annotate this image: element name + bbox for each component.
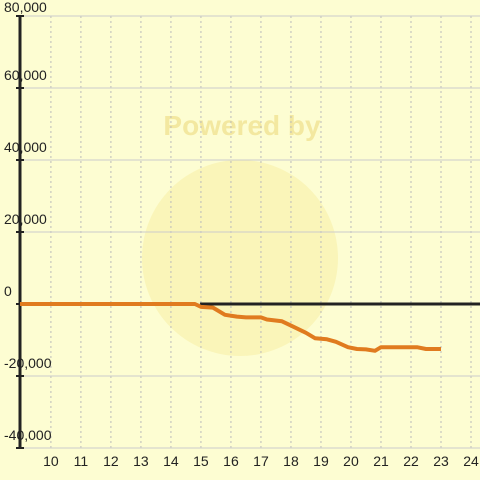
- y-tick-label: -40,000: [4, 427, 52, 443]
- watermark-logo: [142, 160, 338, 356]
- x-tick-label: 13: [133, 453, 149, 469]
- x-tick-label: 16: [223, 453, 239, 469]
- x-tick-label: 17: [253, 453, 269, 469]
- x-tick-label: 23: [433, 453, 449, 469]
- x-tick-label: 11: [74, 453, 89, 469]
- x-tick-label: 12: [103, 453, 119, 469]
- x-tick-label: 14: [163, 453, 179, 469]
- line-series: [20, 302, 441, 353]
- x-tick-label: 22: [403, 453, 419, 469]
- x-tick-label: 24: [463, 453, 479, 469]
- y-tick-label: -20,000: [4, 355, 52, 371]
- y-tick-label: 80,000: [4, 0, 47, 15]
- y-tick-label: 0: [4, 283, 12, 299]
- y-tick-label: 40,000: [4, 139, 47, 155]
- x-tick-label: 20: [343, 453, 359, 469]
- x-tick-label: 10: [43, 453, 59, 469]
- watermark: Powered by: [163, 110, 321, 141]
- x-tick-label: 15: [193, 453, 209, 469]
- x-tick-label: 19: [313, 453, 329, 469]
- x-tick-label: 21: [373, 453, 389, 469]
- x-tick-label: 18: [283, 453, 299, 469]
- y-tick-label: 20,000: [4, 211, 47, 227]
- y-tick-label: 60,000: [4, 67, 47, 83]
